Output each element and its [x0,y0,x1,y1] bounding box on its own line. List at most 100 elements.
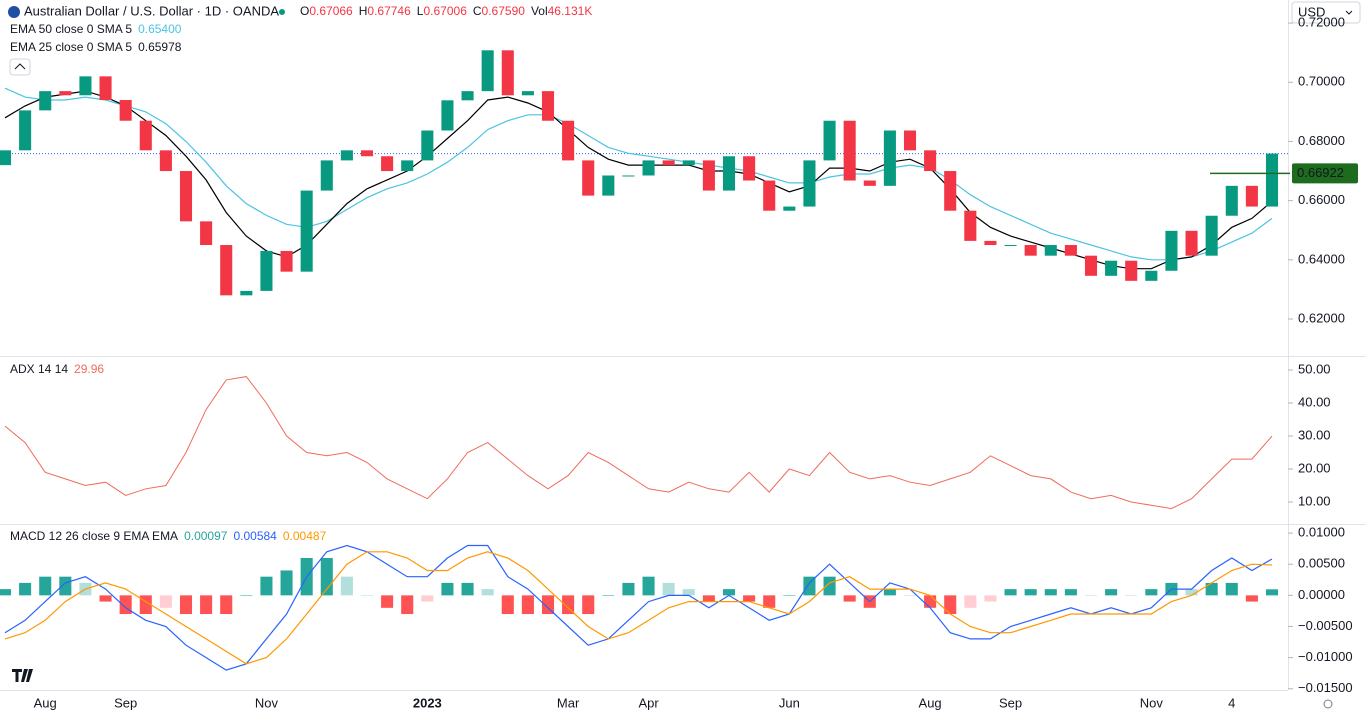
y-tick-label: 30.00 [1298,427,1331,442]
ohlc-key: L [417,4,424,18]
candle-body [642,160,655,176]
histogram-bar [622,582,635,596]
x-tick-label: 2023 [413,695,442,710]
histogram-bar [39,576,52,596]
indicator-legend: ADX 14 14 29.96 [10,362,104,376]
candle-body [381,156,394,172]
y-tick-label: 0.00500 [1298,556,1345,571]
candle-body [803,160,816,207]
histogram-bar [883,589,896,596]
x-tick-label: Jun [779,695,800,710]
candle-body [119,100,132,121]
candle-body [1024,245,1037,256]
candle-body [421,130,434,161]
histogram-bar [501,595,514,615]
y-tick-label: 50.00 [1298,361,1331,376]
legend-name: EMA 25 close 0 SMA 5 [10,40,132,54]
histogram-bar [702,595,715,602]
candle-body [0,150,12,166]
histogram-bar [541,595,555,615]
histogram-bar [1185,589,1198,596]
histogram-bar [843,595,856,602]
histogram-bar [1024,589,1037,596]
legend-value: 29.96 [74,362,104,376]
candle-body [903,130,917,151]
settings-icon[interactable] [1323,699,1333,709]
x-tick-label: Mar [557,695,580,710]
histogram-bar [682,589,695,596]
collapse-button[interactable] [9,58,31,76]
candle-body [1185,230,1198,256]
legend-value: 0.65400 [138,22,182,36]
ohlc-key: O [300,4,309,18]
candle-body [441,100,454,131]
candle-body [1265,153,1279,207]
legend-value: 0.00584 [233,529,277,543]
histogram-bar [823,576,836,596]
candle-body [481,50,494,92]
candle-body [662,160,675,166]
symbol-title: Australian Dollar / U.S. Dollar · 1D · O… [24,3,279,18]
y-tick-label: 20.00 [1298,460,1331,475]
ohlc-key: Vol [531,4,548,18]
histogram-bar [340,576,353,596]
indicator-legend: EMA 25 close 0 SMA 5 0.65978 [10,40,182,54]
candle-body [883,130,896,186]
candle-body [320,160,333,191]
y-tick-label: 0.62000 [1298,310,1345,325]
x-tick-label: Aug [919,695,942,710]
candle-body [843,120,856,181]
candle-body [159,150,172,172]
x-tick-label: Apr [638,695,659,710]
histogram-bar [984,595,997,602]
candle-body [743,156,756,181]
y-tick-label: 10.00 [1298,493,1331,508]
price-tag [1292,163,1358,184]
candle-body [1044,245,1057,256]
candle-body [59,91,72,96]
candle-body [682,160,695,166]
legend-value: 0.00487 [283,529,327,543]
histogram-bar [1265,589,1279,596]
candle-body [1225,185,1238,216]
candle-body [1125,260,1138,281]
histogram-bar [1225,582,1238,596]
histogram-bar [1205,582,1218,596]
histogram-bar [99,595,112,602]
ema-line [4,90,1273,270]
candle-body [944,171,957,211]
candle-body [722,156,736,191]
histogram-bar [461,582,474,596]
histogram-bar [1105,589,1118,596]
histogram-bar [1245,595,1258,602]
candle-body [220,245,233,296]
candle-body [1004,245,1017,247]
candle-body [582,160,595,196]
ohlc-key: H [359,4,368,18]
candle-body [280,250,293,272]
y-tick-label: 0.72000 [1298,15,1345,30]
candle-body [702,160,715,191]
indicator-legend: MACD 12 26 close 9 EMA EMA 0.00097 0.005… [10,529,327,543]
currency-select[interactable] [1291,1,1361,24]
candle-body [1205,215,1218,256]
x-tick-label: Aug [34,695,57,710]
histogram-bar [441,582,454,596]
candle-body [19,110,32,151]
indicator-line [4,376,1273,510]
candle-body [240,290,253,296]
candle-body [501,50,514,96]
macd-line [4,544,1273,671]
currency-label[interactable]: USD [1298,4,1325,19]
market-status [279,9,285,15]
histogram-bar [179,595,193,615]
y-tick-label: 0.68000 [1298,133,1345,148]
candle-body [984,240,997,246]
y-tick-label: 0.01000 [1298,525,1345,540]
y-tick-label: 0.64000 [1298,251,1345,266]
histogram-bar [260,576,273,596]
candle-body [1064,245,1077,256]
y-tick-label: −0.01000 [1298,649,1353,664]
